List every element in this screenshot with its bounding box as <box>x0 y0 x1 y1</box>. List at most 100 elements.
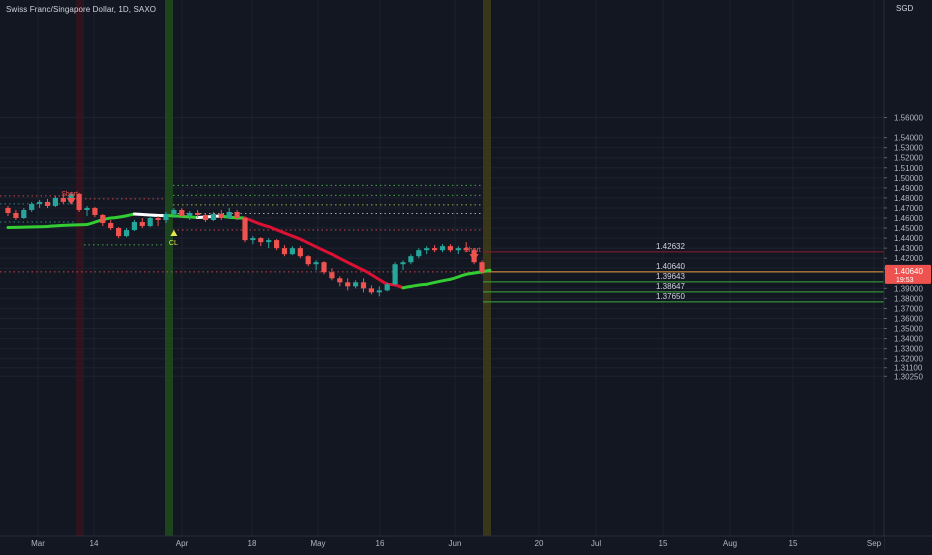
candle-body <box>313 262 319 265</box>
candle-body <box>321 262 327 273</box>
close-long-arrow-icon <box>170 230 178 237</box>
trend-segment <box>298 237 334 256</box>
candle-body <box>297 248 303 257</box>
price-tick-label: 1.32000 <box>894 355 923 364</box>
candle-body <box>131 222 137 231</box>
close-long-signal-band <box>165 0 173 536</box>
price-tick-label: 1.53000 <box>894 144 923 153</box>
time-tick-label: 15 <box>659 539 668 548</box>
time-tick-label: Jun <box>449 539 462 548</box>
candle-body <box>258 238 264 243</box>
band-layer <box>76 0 491 536</box>
current-price-label: 1.40640 <box>894 267 923 276</box>
candle-body <box>44 201 51 206</box>
candle-body <box>281 248 288 255</box>
price-tick-label: 1.30250 <box>894 372 923 381</box>
time-axis-bg <box>0 536 884 550</box>
candle-body <box>21 209 27 218</box>
chart-title: Swiss Franc/Singapore Dollar, 1D, SAXO <box>6 5 157 14</box>
price-level-label: 1.37650 <box>656 292 685 301</box>
candle-body <box>210 213 216 221</box>
candle-body <box>353 282 359 287</box>
candle-body <box>29 203 35 210</box>
short-arrow-icon <box>66 197 76 205</box>
price-tick-label: 1.38000 <box>894 294 923 303</box>
candle-body <box>139 222 145 227</box>
candle-body <box>447 246 453 251</box>
signals: Short CL Short <box>61 191 481 262</box>
candle-body <box>432 248 438 251</box>
candle-body <box>242 218 248 241</box>
price-tick-label: 1.33000 <box>894 345 923 354</box>
candle-body <box>384 284 390 291</box>
price-tick-label: 1.35000 <box>894 325 923 334</box>
candle-body <box>37 201 43 204</box>
price-level-label: 1.38647 <box>656 282 685 291</box>
time-tick-label: 15 <box>789 539 798 548</box>
time-tick-label: May <box>310 539 325 548</box>
time-tick-label: Jul <box>591 539 601 548</box>
candle-body <box>234 211 240 218</box>
price-tick-label: 1.46000 <box>894 214 923 223</box>
candle-body <box>163 213 169 221</box>
short-signal-band <box>76 0 84 536</box>
time-tick-label: 18 <box>248 539 257 548</box>
short-signal-band-current <box>483 0 491 536</box>
trend-segment <box>401 282 429 290</box>
price-tick-label: 1.44000 <box>894 234 923 243</box>
short-signal-label: Short <box>61 191 78 198</box>
price-level-label: 1.40640 <box>656 262 685 271</box>
price-tick-label: 1.56000 <box>894 114 923 123</box>
trend-segment <box>132 212 168 218</box>
candle-body <box>274 240 280 249</box>
candle-body <box>92 207 98 215</box>
candle-body <box>76 193 82 210</box>
trend-segment <box>448 272 468 281</box>
candle-body <box>400 262 406 265</box>
trend-segment <box>425 277 452 286</box>
currency-label: SGD <box>896 4 914 13</box>
price-tick-label: 1.31100 <box>894 364 923 373</box>
candle-body <box>329 272 335 279</box>
candle-body <box>305 256 311 265</box>
price-level-label: 1.39643 <box>656 272 685 281</box>
price-tick-label: 1.34000 <box>894 335 923 344</box>
candle-body <box>479 262 485 273</box>
candle-body <box>376 290 382 293</box>
candle-body <box>337 278 343 283</box>
candle-body <box>52 197 58 206</box>
candle-body <box>392 264 398 285</box>
trend-segment <box>219 214 247 220</box>
time-tick-label: Mar <box>31 539 45 548</box>
price-tick-label: 1.52000 <box>894 154 923 163</box>
short-signal-label: Short <box>464 247 481 254</box>
candle-body <box>116 228 122 237</box>
price-tick-label: 1.49000 <box>894 184 923 193</box>
candle-body <box>155 218 161 221</box>
price-tick-label: 1.47000 <box>894 204 923 213</box>
candle-body <box>416 250 422 257</box>
candle-body <box>289 248 295 255</box>
candle-body <box>266 240 272 243</box>
candle-body <box>218 213 224 218</box>
trend-line <box>6 212 492 290</box>
candle-body <box>179 209 185 216</box>
trend-segment <box>362 268 389 286</box>
candle-body <box>424 248 430 251</box>
candle-body <box>368 288 374 293</box>
price-tick-label: 1.48000 <box>894 194 923 203</box>
close-long-label: CL <box>169 240 178 247</box>
current-price-badge <box>885 264 931 284</box>
candle-body <box>100 214 106 224</box>
trend-segment <box>6 225 49 230</box>
candle-body <box>360 282 367 289</box>
trend-segment <box>464 268 492 276</box>
candle-body <box>463 248 469 251</box>
trend-segment <box>267 225 302 241</box>
price-tick-label: 1.50000 <box>894 174 923 183</box>
candle-body <box>202 214 209 221</box>
